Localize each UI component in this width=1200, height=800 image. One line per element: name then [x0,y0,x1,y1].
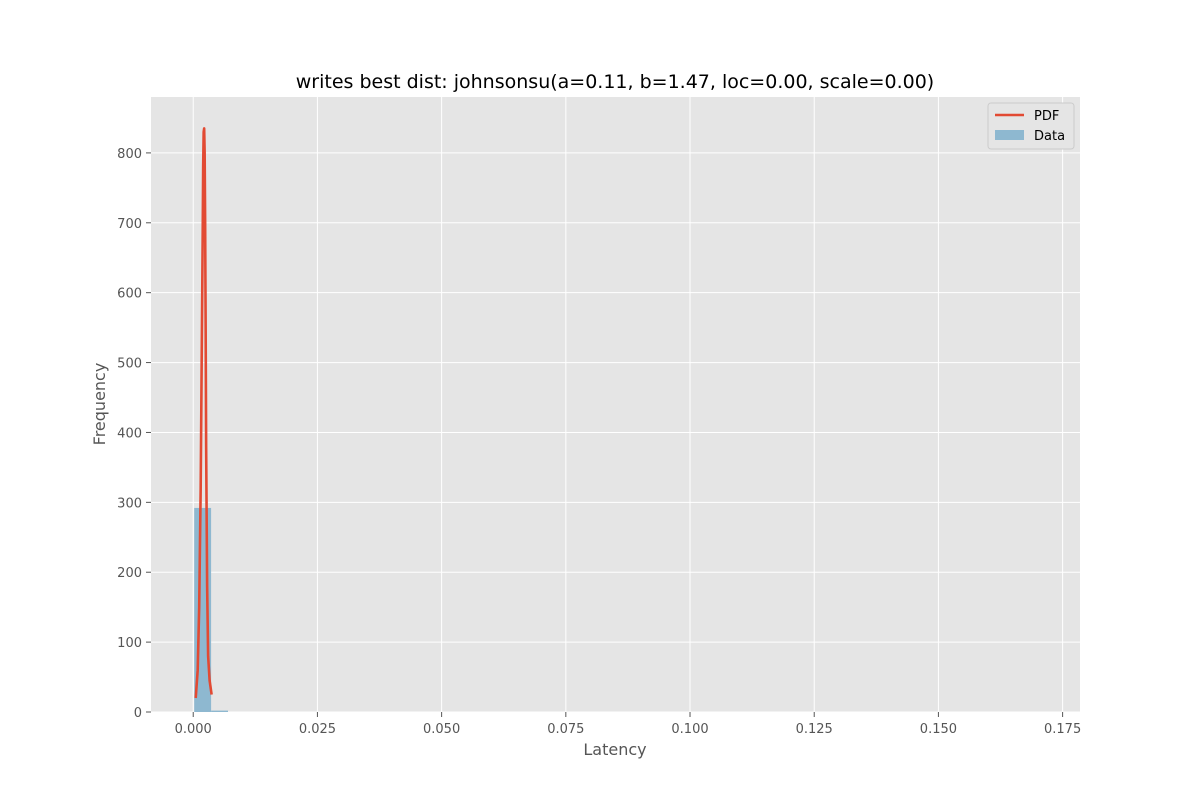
y-tick-label: 600 [117,287,142,302]
x-tick-label: 0.125 [796,722,833,737]
x-axis-ticks: 0.000 0.025 0.050 0.075 0.100 0.125 0.150 0.175 [175,712,1081,737]
plot-area [151,97,1080,712]
x-axis-label: Latency [583,740,646,759]
legend: PDF Data [987,102,1075,150]
legend-pdf-label: PDF [1034,109,1059,124]
y-tick-label: 0 [134,706,142,721]
y-axis-label: Frequency [90,363,109,446]
chart-title: writes best dist: johnsonsu(a=0.11, b=1.… [296,71,934,93]
x-tick-label: 0.025 [299,722,336,737]
legend-data-swatch [995,130,1024,140]
x-tick-label: 0.075 [547,722,584,737]
y-tick-label: 200 [117,566,142,581]
y-tick-label: 300 [117,496,142,511]
x-tick-label: 0.000 [175,722,212,737]
histogram-bar [211,710,229,712]
x-tick-label: 0.050 [423,722,460,737]
grid [151,97,1080,713]
legend-data-label: Data [1034,129,1065,144]
x-tick-label: 0.150 [920,722,957,737]
y-tick-label: 700 [117,217,142,232]
x-tick-label: 0.175 [1044,722,1081,737]
y-tick-label: 800 [117,147,142,162]
x-tick-label: 0.100 [671,722,708,737]
y-axis-ticks: 0 100 200 300 400 500 600 700 800 [117,147,151,721]
y-tick-label: 400 [117,426,142,441]
pdf-line [194,127,213,699]
y-tick-label: 500 [117,357,142,372]
y-tick-label: 100 [117,636,142,651]
